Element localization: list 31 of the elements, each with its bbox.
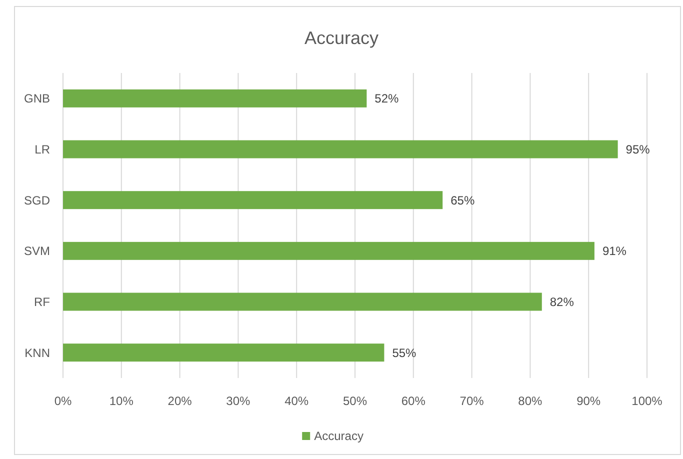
y-tick-label: LR <box>34 142 50 156</box>
x-tick-label: 60% <box>401 394 426 408</box>
x-tick-label: 40% <box>284 394 309 408</box>
x-tick-label: 50% <box>342 394 368 408</box>
bar <box>63 140 618 158</box>
y-tick-label: SVM <box>24 244 50 258</box>
x-tick-label: 0% <box>54 394 72 408</box>
y-tick-label: SGD <box>24 193 50 208</box>
data-label: 95% <box>626 142 650 156</box>
x-tick-label: 100% <box>632 394 663 408</box>
data-label: 91% <box>602 244 627 258</box>
y-tick-label: RF <box>34 294 50 309</box>
x-tick-label: 30% <box>226 394 251 408</box>
y-tick-label: GNB <box>24 92 50 106</box>
chart-title: Accuracy <box>304 28 379 48</box>
data-label: 65% <box>450 193 475 208</box>
data-label: 55% <box>392 346 417 360</box>
x-tick-label: 80% <box>518 394 543 408</box>
x-tick-label: 10% <box>109 394 134 408</box>
y-tick-label: KNN <box>24 346 50 360</box>
x-tick-label: 70% <box>460 394 484 408</box>
bar <box>63 292 542 311</box>
x-tick-label: 90% <box>576 394 601 408</box>
bar <box>63 89 367 108</box>
legend-label: Accuracy <box>314 429 364 444</box>
bar <box>63 242 594 260</box>
bar <box>63 344 384 362</box>
x-tick-label: 20% <box>168 394 192 408</box>
data-label: 82% <box>550 294 574 309</box>
bar <box>63 191 443 210</box>
data-label: 52% <box>374 92 400 106</box>
